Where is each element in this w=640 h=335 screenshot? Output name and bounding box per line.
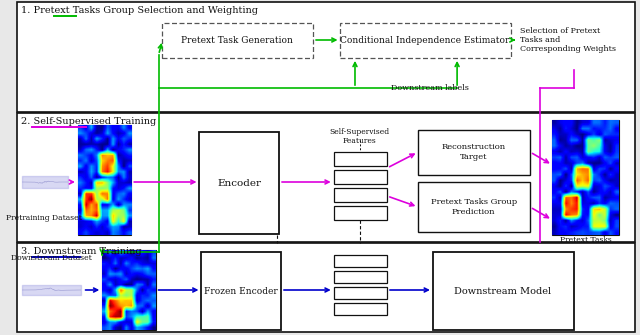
Bar bbox=[333, 287, 387, 299]
Text: Pretext Task Generation: Pretext Task Generation bbox=[181, 36, 293, 45]
Text: 3. Downstream Training: 3. Downstream Training bbox=[21, 247, 142, 256]
Bar bbox=[552, 120, 618, 235]
Text: Selection of Pretext
Tasks and
Corresponding Weights: Selection of Pretext Tasks and Correspon… bbox=[520, 27, 616, 53]
Text: Self-Supervised
Features: Self-Supervised Features bbox=[330, 128, 390, 145]
Bar bbox=[17, 243, 635, 332]
Text: Downstream Model: Downstream Model bbox=[454, 286, 552, 295]
Bar bbox=[163, 23, 313, 58]
Text: Conditional Independence Estimator: Conditional Independence Estimator bbox=[340, 36, 509, 45]
Text: Encoder: Encoder bbox=[217, 179, 261, 188]
Text: Downstream labels: Downstream labels bbox=[391, 84, 469, 92]
Text: 2. Self-Supervised Training: 2. Self-Supervised Training bbox=[21, 117, 157, 126]
Text: 1. Pretext Tasks Group Selection and Weighting: 1. Pretext Tasks Group Selection and Wei… bbox=[21, 6, 259, 15]
Bar bbox=[418, 182, 530, 232]
Bar bbox=[200, 132, 279, 234]
Bar bbox=[433, 252, 574, 330]
Bar bbox=[333, 255, 387, 267]
Bar bbox=[17, 2, 635, 112]
Bar bbox=[333, 152, 387, 166]
Text: Pretraining Dataset: Pretraining Dataset bbox=[6, 214, 82, 222]
Bar bbox=[78, 125, 131, 235]
Text: Reconstruction
Target: Reconstruction Target bbox=[442, 143, 506, 160]
Bar bbox=[333, 303, 387, 315]
Text: Frozen Encoder: Frozen Encoder bbox=[204, 286, 278, 295]
Bar bbox=[102, 250, 156, 330]
Text: Pretext Tasks: Pretext Tasks bbox=[559, 236, 611, 244]
Bar bbox=[340, 23, 511, 58]
Text: Downstream Dataset: Downstream Dataset bbox=[12, 254, 92, 262]
Bar bbox=[333, 170, 387, 184]
Bar bbox=[202, 252, 281, 330]
Bar bbox=[333, 206, 387, 220]
Bar bbox=[17, 113, 635, 242]
Bar bbox=[333, 271, 387, 283]
Bar bbox=[333, 188, 387, 202]
Bar bbox=[418, 130, 530, 175]
Text: Pretext Tasks Group
Prediction: Pretext Tasks Group Prediction bbox=[431, 198, 516, 216]
